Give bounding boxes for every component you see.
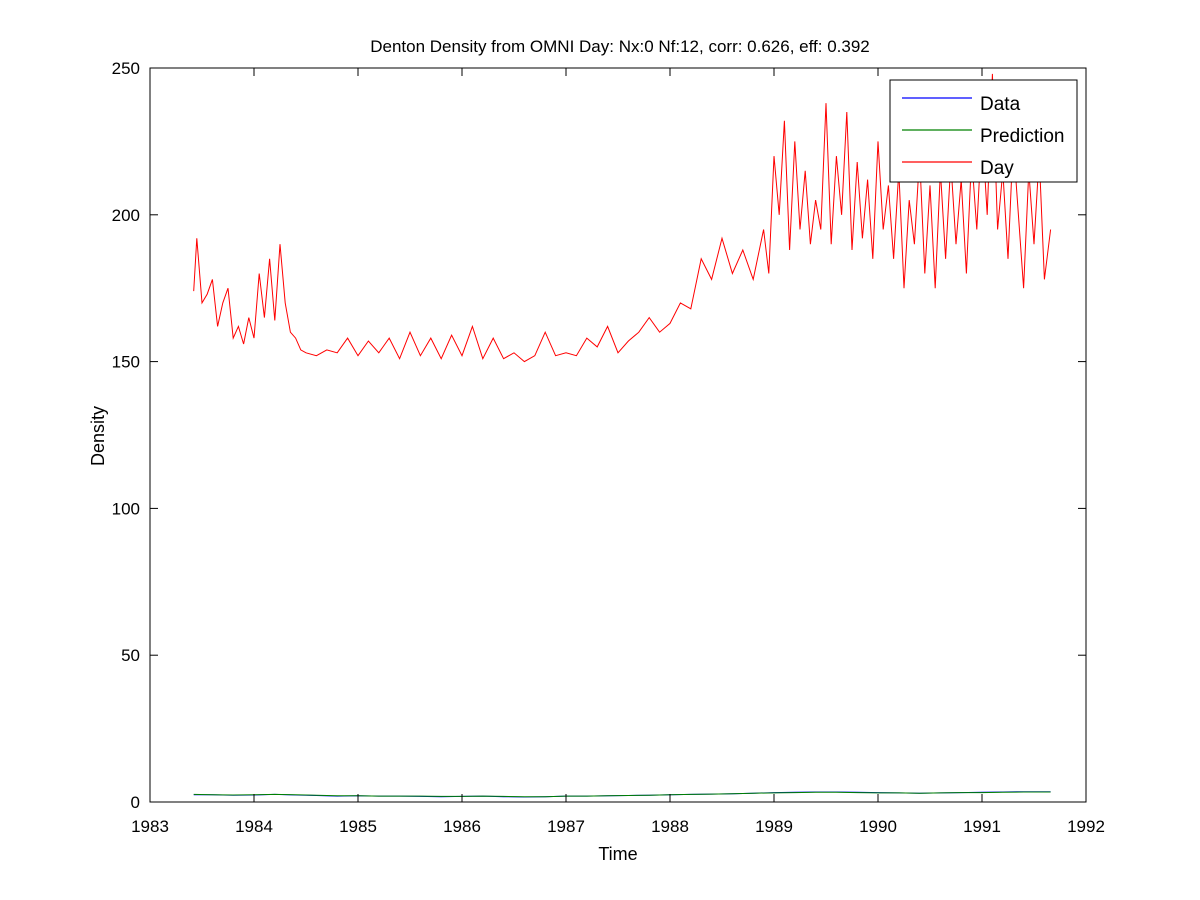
x-tick-label: 1989 — [755, 817, 793, 836]
x-tick-label: 1988 — [651, 817, 689, 836]
x-axis-label: Time — [598, 844, 637, 864]
legend: Data Prediction Day — [889, 79, 1078, 183]
x-tick-label: 1986 — [443, 817, 481, 836]
legend-label-prediction: Prediction — [980, 126, 1065, 147]
y-tick-label: 0 — [131, 793, 140, 812]
chart-title: Denton Density from OMNI Day: Nx:0 Nf:12… — [370, 37, 870, 56]
ticks-group: 1983 1984 1985 1986 1987 1988 1989 1990 1991 1992… — [112, 59, 1105, 836]
y-axis-label: Density — [88, 406, 108, 466]
y-tick-label: 200 — [112, 206, 140, 225]
series-group — [193, 73, 1052, 798]
x-tick-label: 1987 — [547, 817, 585, 836]
legend-label-data: Data — [980, 94, 1021, 115]
legend-label-day: Day — [980, 158, 1014, 179]
series-line-day — [193, 73, 1052, 363]
x-tick-label: 1985 — [339, 817, 377, 836]
plot-area: 1983 1984 1985 1986 1987 1988 1989 1990 1991 1992… — [112, 59, 1105, 836]
x-tick-label: 1991 — [963, 817, 1001, 836]
x-tick-label: 1984 — [235, 817, 273, 836]
y-tick-label: 50 — [121, 646, 140, 665]
legend-box — [889, 79, 1078, 183]
x-tick-label: 1990 — [859, 817, 897, 836]
series-line-prediction — [193, 791, 1051, 798]
y-tick-label: 100 — [112, 499, 140, 518]
x-tick-label: 1992 — [1067, 817, 1105, 836]
y-tick-label: 250 — [112, 59, 140, 78]
x-tick-label: 1983 — [131, 817, 169, 836]
y-tick-label: 150 — [112, 353, 140, 372]
